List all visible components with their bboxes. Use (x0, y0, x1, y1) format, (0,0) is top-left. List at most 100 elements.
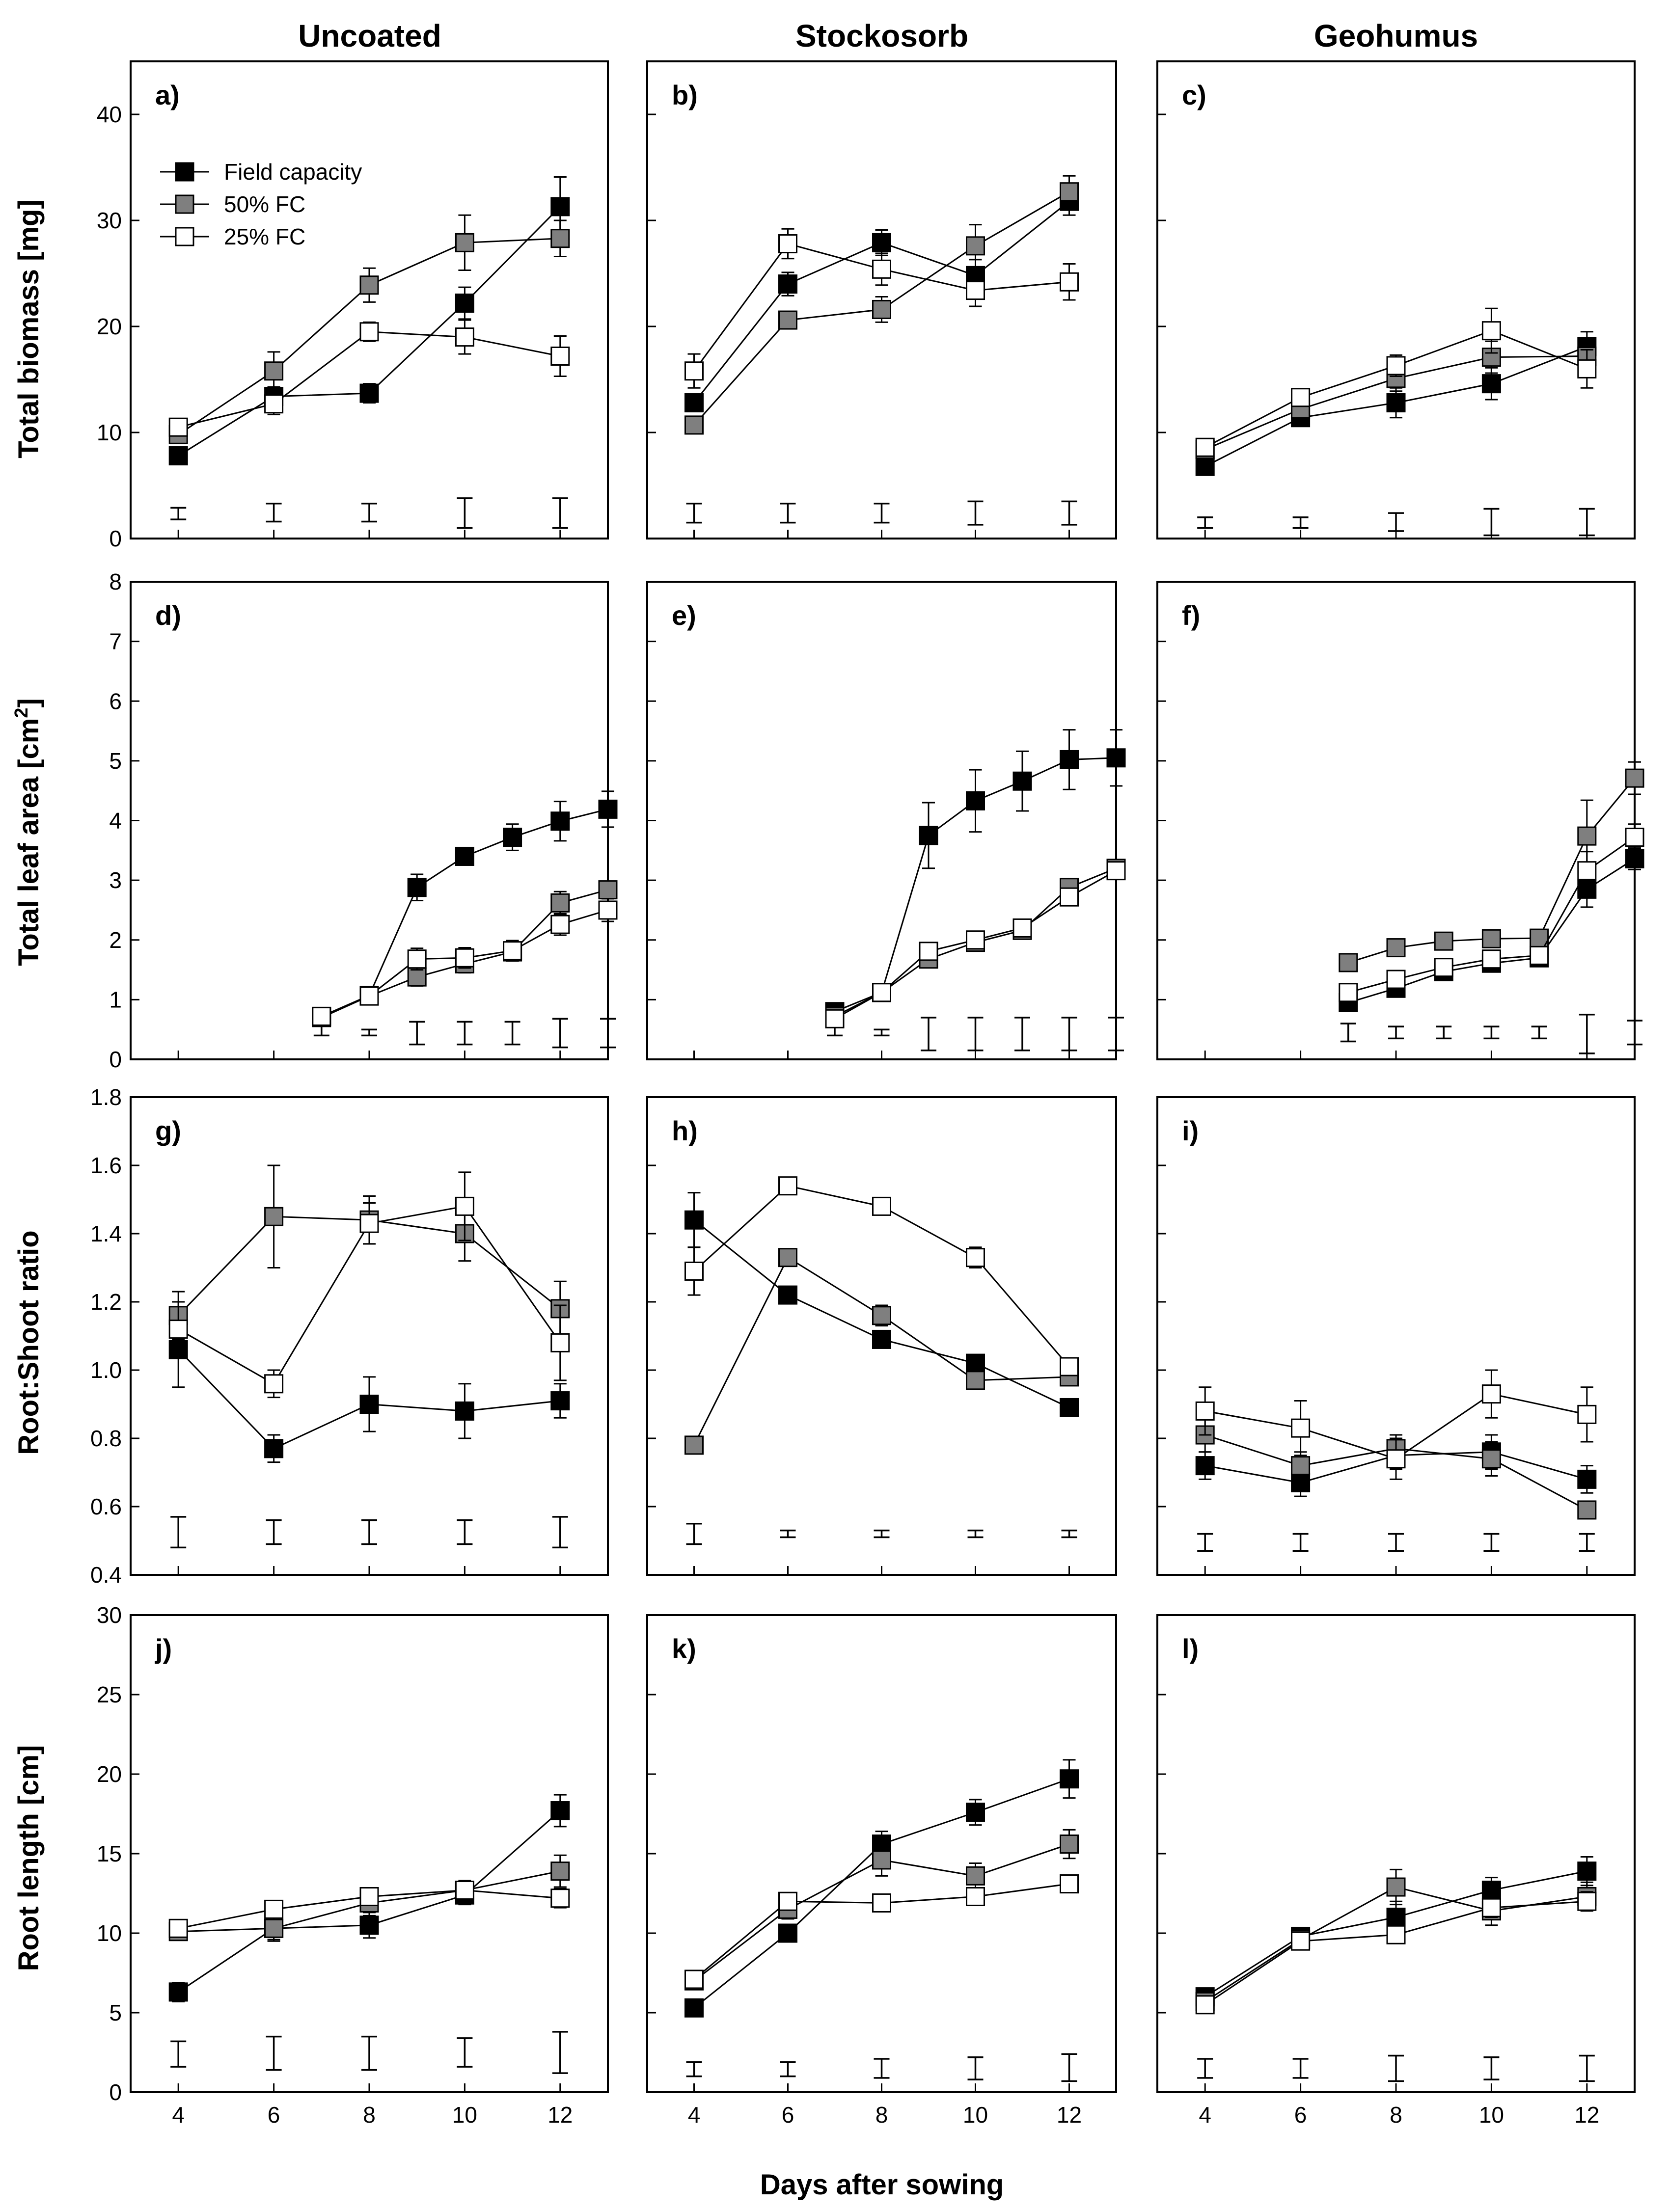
data-point-fc (684, 393, 704, 413)
panel-letter: e) (672, 600, 696, 631)
data-point-fc (455, 846, 474, 866)
y-tick-label: 15 (97, 1841, 122, 1866)
ylabel-total-biomass: Total biomass [mg] (13, 199, 45, 458)
legend-label-fc: Field capacity (224, 159, 362, 185)
y-tick-label: 2 (109, 927, 122, 953)
data-point-fc (966, 1353, 985, 1373)
y-tick-label: 0 (109, 1047, 122, 1072)
data-point-fc50 (264, 1207, 284, 1226)
panel-l: 4 6 8 10 12 l) (1156, 1614, 1636, 2128)
panel-letter: f) (1182, 600, 1200, 631)
legend-marker-fc50 (175, 194, 194, 214)
data-point-fc50 (1625, 768, 1644, 788)
data-point-fc (503, 828, 522, 847)
x-tick-label: 10 (963, 2102, 988, 2128)
y-tick-label: 20 (97, 314, 122, 339)
data-point-fc25 (1106, 861, 1126, 881)
panel-e: e) (646, 581, 1126, 1060)
data-point-fc25 (684, 1261, 704, 1281)
data-point-fc (919, 826, 938, 845)
data-point-fc50 (1291, 1456, 1311, 1476)
data-point-fc (1106, 748, 1126, 768)
data-point-fc25 (359, 1887, 379, 1906)
plot-frame (130, 1614, 609, 2093)
data-point-fc (1060, 1398, 1079, 1417)
data-point-fc50 (1434, 931, 1453, 951)
y-tick-label: 6 (109, 688, 122, 714)
data-point-fc50 (550, 1861, 570, 1881)
data-point-fc25 (872, 983, 891, 1002)
data-point-fc25 (455, 327, 474, 347)
data-point-fc25 (1577, 1891, 1597, 1911)
data-point-fc25 (1195, 437, 1215, 457)
column-title-geohumus: Geohumus (1314, 18, 1478, 54)
y-tick-label: 25 (97, 1682, 122, 1707)
data-point-fc (966, 1803, 985, 1822)
y-tick-label: 0 (109, 526, 122, 551)
data-point-fc25 (407, 949, 427, 969)
data-point-fc (550, 1801, 570, 1821)
series-line-fc50 (693, 1256, 1069, 1446)
panel-k: 4 6 8 10 12 k) (646, 1614, 1117, 2128)
data-point-fc25 (966, 1248, 985, 1268)
data-point-fc50 (1339, 953, 1358, 972)
data-point-fc50 (1481, 929, 1501, 948)
data-point-fc (684, 1210, 704, 1230)
data-point-fc (1481, 374, 1501, 394)
data-point-fc50 (966, 1866, 985, 1886)
ylabel-total-leaf-area: Total leaf area [cm2] (11, 698, 45, 966)
series-line-fc25 (178, 331, 561, 428)
data-point-fc25 (1481, 1898, 1501, 1917)
data-point-fc25 (1195, 1995, 1215, 2015)
data-point-fc (778, 274, 797, 294)
y-tick-label: 0.6 (90, 1494, 122, 1519)
data-point-fc25 (1386, 1925, 1406, 1944)
data-point-fc50 (778, 1248, 797, 1268)
plot-frame (130, 1096, 609, 1576)
data-point-fc25 (825, 1009, 845, 1028)
xlabel-days-after-sowing: Days after sowing (760, 2169, 1004, 2201)
y-tick-label: 40 (97, 102, 122, 127)
data-point-fc (359, 383, 379, 403)
data-point-fc50 (598, 880, 618, 900)
data-point-fc (1386, 1908, 1406, 1927)
data-point-fc25 (264, 394, 284, 414)
x-tick-label: 8 (363, 2102, 376, 2128)
data-point-fc (1012, 771, 1032, 791)
legend-marker-fc (175, 162, 194, 182)
data-point-fc25 (1386, 970, 1406, 989)
legend-marker-fc25 (175, 227, 194, 246)
x-tick-label: 8 (1390, 2102, 1402, 2128)
data-point-fc50 (966, 1371, 985, 1390)
data-point-fc25 (1060, 272, 1079, 292)
y-tick-label: 0.4 (90, 1562, 122, 1588)
data-point-fc25 (1060, 887, 1079, 907)
data-point-fc25 (1386, 1449, 1406, 1469)
column-title-stockosorb: Stockosorb (795, 18, 968, 54)
data-point-fc25 (168, 417, 188, 437)
panel-g: 0.4 0.6 0.8 1.0 1.2 1.4 1.6 1.8 g) (90, 1084, 609, 1588)
data-point-fc25 (1530, 945, 1549, 965)
y-tick-label: 20 (97, 1761, 122, 1787)
y-tick-label: 1.8 (90, 1084, 122, 1110)
data-point-fc25 (966, 1887, 985, 1906)
data-point-fc (359, 1395, 379, 1414)
data-point-fc (1386, 393, 1406, 413)
x-tick-label: 4 (172, 2102, 185, 2128)
data-point-fc50 (1060, 1834, 1079, 1854)
data-point-fc50 (1577, 826, 1597, 846)
data-point-fc (550, 1391, 570, 1411)
data-point-fc25 (312, 1006, 331, 1026)
data-point-fc (1577, 1861, 1597, 1881)
ylabel-leaf-area-sup: 2 (11, 708, 32, 718)
data-point-fc50 (455, 233, 474, 252)
data-point-fc50 (1481, 1449, 1501, 1469)
data-point-fc (407, 878, 427, 897)
column-title-uncoated: Uncoated (298, 18, 441, 54)
panel-letter: b) (672, 80, 698, 110)
panel-i: i) (1156, 1096, 1636, 1576)
data-point-fc25 (598, 900, 618, 920)
data-point-fc50 (264, 361, 284, 381)
panel-letter: i) (1182, 1115, 1199, 1146)
ylabel-root-shoot-ratio: Root:Shoot ratio (13, 1230, 45, 1455)
